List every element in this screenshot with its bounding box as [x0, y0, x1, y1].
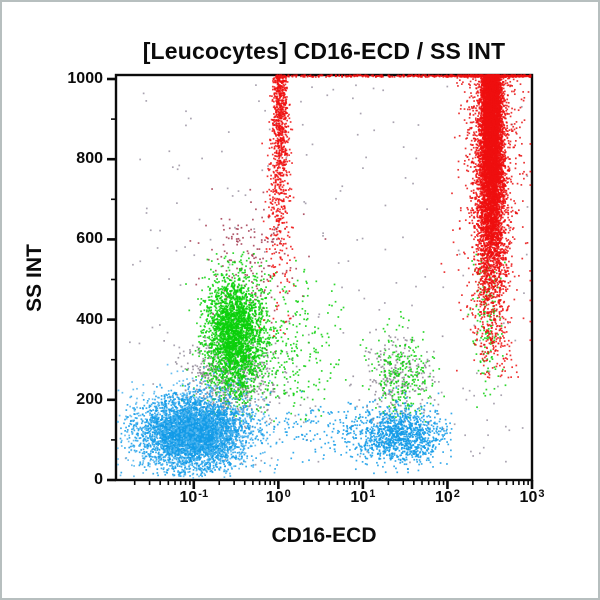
y-tick-label: 600 — [76, 230, 103, 248]
x-axis-label: CD16-ECD — [271, 524, 377, 547]
y-tick-label: 400 — [76, 310, 103, 328]
y-tick-label: 1000 — [67, 70, 103, 87]
y-tick-label: 0 — [94, 471, 103, 488]
x-tick-label: 102 — [434, 488, 460, 506]
y-tick-label: 800 — [76, 150, 103, 168]
plot-title: [Leucocytes] CD16-ECD / SS INT — [142, 38, 506, 64]
y-tick-label: 200 — [76, 390, 103, 408]
x-tick-label: 10-1 — [179, 488, 209, 506]
x-tick-label: 100 — [265, 488, 291, 506]
x-tick-label: 101 — [350, 488, 376, 506]
x-tick-label: 103 — [519, 488, 545, 506]
y-axis-label: SS INT — [23, 244, 46, 312]
scatter-plot-canvas[interactable] — [102, 62, 547, 497]
